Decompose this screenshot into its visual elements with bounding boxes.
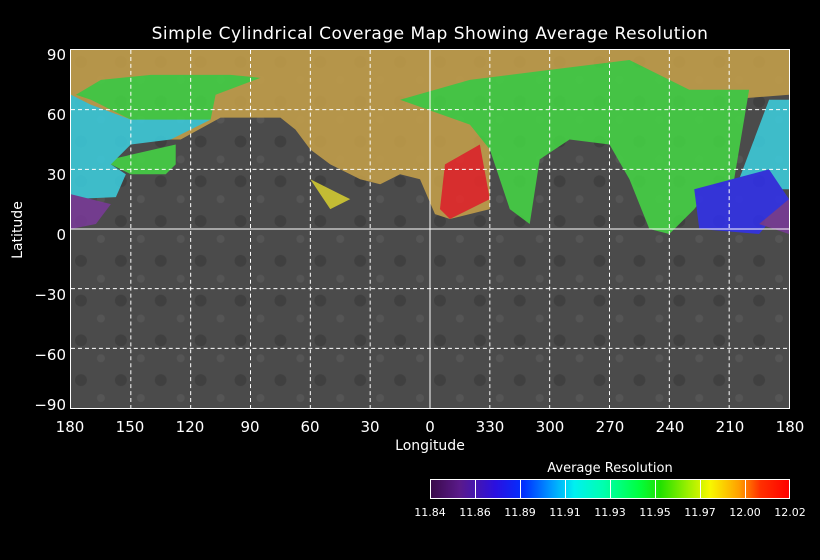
lon-tick: 240 <box>655 418 685 436</box>
colorbar-tick: 12.02 <box>774 506 806 519</box>
colorbar-tick: 11.93 <box>594 506 626 519</box>
colorbar-tick: 11.97 <box>684 506 716 519</box>
coverage-cyan-right <box>739 99 789 190</box>
lon-tick: 300 <box>535 418 565 436</box>
lon-tick: 120 <box>175 418 205 436</box>
lat-tick: 0 <box>56 226 66 244</box>
coverage-map <box>70 49 790 409</box>
lon-tick: 60 <box>300 418 320 436</box>
lon-tick: 0 <box>425 418 435 436</box>
lat-tick: 30 <box>46 166 66 184</box>
lat-tick: −90 <box>34 396 66 414</box>
lon-tick: 30 <box>360 418 380 436</box>
x-axis-label: Longitude <box>395 438 465 454</box>
y-axis-label: Latitude <box>10 201 26 259</box>
colorbar-tick: 11.89 <box>504 506 536 519</box>
lat-tick: 60 <box>46 106 66 124</box>
coverage-yellow <box>310 179 351 210</box>
lon-tick: 180 <box>775 418 805 436</box>
lon-tick: 270 <box>595 418 625 436</box>
colorbar <box>430 479 790 499</box>
lon-tick: 180 <box>55 418 85 436</box>
coverage-green-left-2 <box>110 144 176 175</box>
coverage-green-left <box>75 74 261 125</box>
colorbar-title: Average Resolution <box>547 461 673 476</box>
lat-tick: −60 <box>34 346 66 364</box>
lat-tick: 90 <box>46 46 66 64</box>
coverage-blue-right <box>694 169 789 234</box>
grid <box>71 50 789 408</box>
coverage-purple-left <box>71 194 111 229</box>
colorbar-tick: 11.95 <box>639 506 671 519</box>
map-title: Simple Cylindrical Coverage Map Showing … <box>151 24 709 44</box>
colorbar-tick: 11.84 <box>414 506 446 519</box>
coverage-red <box>439 144 490 220</box>
colorbar-tick: 11.91 <box>549 506 581 519</box>
coverage-purple-right <box>759 199 789 234</box>
colorbar-tick: 11.86 <box>459 506 491 519</box>
lon-tick: 90 <box>240 418 260 436</box>
lat-tick: −30 <box>34 286 66 304</box>
colorbar-tick: 12.00 <box>729 506 761 519</box>
coverage-green-right <box>400 59 750 234</box>
coverage-cyan-left <box>71 94 211 200</box>
lon-tick: 210 <box>715 418 745 436</box>
lon-tick: 330 <box>475 418 505 436</box>
lon-tick: 150 <box>115 418 145 436</box>
